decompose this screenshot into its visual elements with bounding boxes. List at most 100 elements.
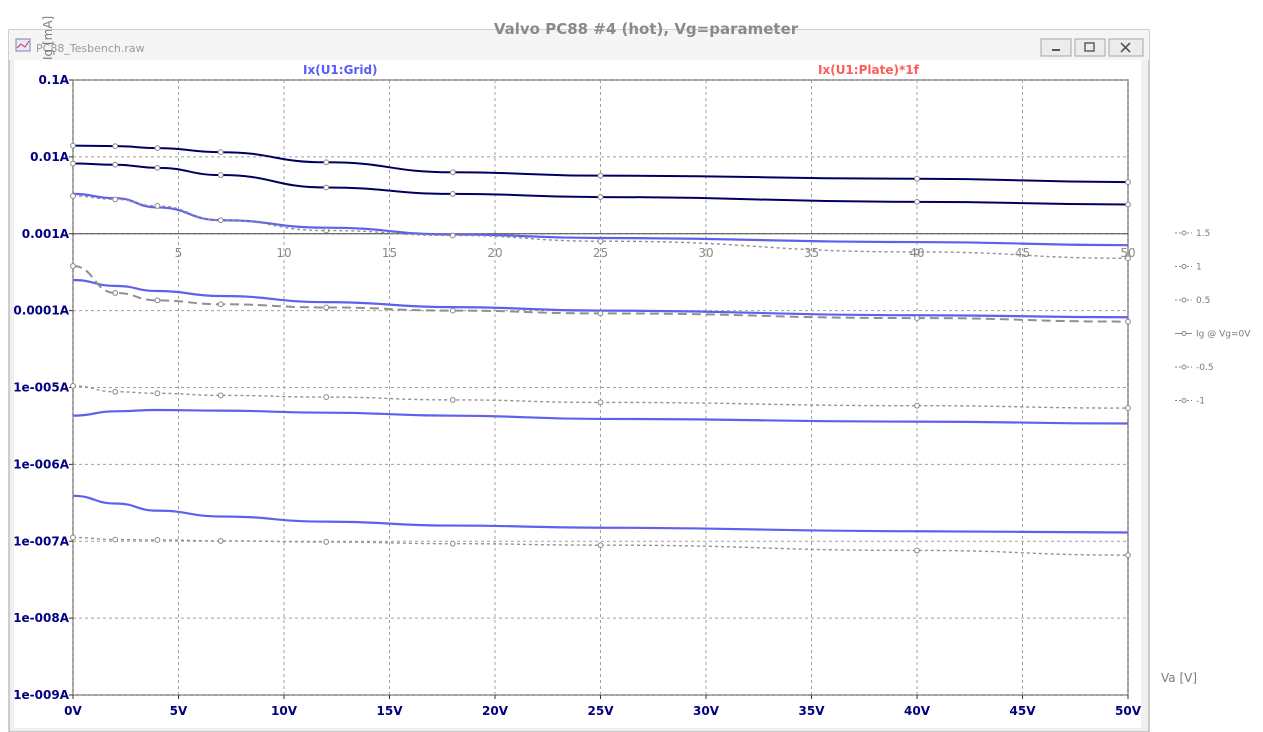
series-dotted xyxy=(70,534,1131,559)
data-point xyxy=(112,536,119,543)
data-point xyxy=(70,160,76,167)
data-point xyxy=(914,547,920,554)
legend-label: -0.5 xyxy=(1196,363,1214,373)
x-tick-labels: 0V 5V 10V 15V 20V 25V 30V 35V 40V 45V 50V xyxy=(64,695,1142,718)
overlay-x-tick-label: 35 xyxy=(804,246,819,260)
data-point xyxy=(154,537,161,543)
x-tick-label: 0V xyxy=(64,704,82,718)
legend: 1.5 1 0.5 Ig @ Vg=0V -0.5 -1 xyxy=(1175,229,1251,407)
legend-marker xyxy=(1181,331,1187,336)
series-line xyxy=(72,408,1129,425)
data-point xyxy=(914,175,920,182)
overlay-title: Valvo PC88 #4 (hot), Vg=parameter xyxy=(494,20,799,38)
series-blue xyxy=(72,494,1129,534)
overlay-x-tick-label: 50 xyxy=(1120,246,1135,260)
x-tick-label: 20V xyxy=(482,704,509,718)
x-tick-label: 30V xyxy=(693,704,720,718)
series-line xyxy=(72,536,1129,556)
data-point xyxy=(217,149,224,156)
series-dotted xyxy=(70,193,1131,262)
overlay-x-tick-label: 15 xyxy=(382,246,397,260)
series-line xyxy=(72,192,1129,247)
y-tick-label: 0.001A xyxy=(22,227,70,241)
x-tick-label: 50V xyxy=(1115,704,1142,718)
series-line xyxy=(72,385,1129,409)
data-point xyxy=(1125,552,1131,559)
overlay-x-tick-label: 40 xyxy=(909,246,924,260)
data-point xyxy=(154,390,161,397)
window-title: PC88_Tesbench.raw xyxy=(36,42,145,55)
x-tick-label: 5V xyxy=(170,704,188,718)
y-tick-label: 0.0001A xyxy=(13,304,69,318)
data-point xyxy=(154,297,161,304)
legend-label: 1.5 xyxy=(1196,229,1210,239)
data-point xyxy=(1125,255,1131,262)
restore-button[interactable] xyxy=(1074,38,1106,57)
legend-item: -1 xyxy=(1175,397,1205,407)
legend-marker xyxy=(1181,264,1187,269)
data-point xyxy=(914,402,920,409)
window-titlebar[interactable] xyxy=(9,30,1149,60)
data-point xyxy=(914,315,920,321)
y-tick-label: 0.01A xyxy=(30,150,70,164)
data-point xyxy=(323,227,330,234)
data-point xyxy=(1125,405,1131,411)
data-point xyxy=(597,542,604,549)
x-tick-label: 10V xyxy=(271,704,298,718)
overlay-x-tick-label: 5 xyxy=(175,246,183,260)
data-point xyxy=(1125,318,1131,325)
x-tick-label: 25V xyxy=(588,704,615,718)
data-point xyxy=(449,232,456,239)
data-point xyxy=(914,198,920,205)
legend-marker xyxy=(1181,230,1187,236)
trace-label-grid[interactable]: Ix(U1:Grid) xyxy=(303,63,378,77)
data-point xyxy=(597,310,604,317)
y-tick-label: 0.1A xyxy=(38,73,69,87)
minimize-icon xyxy=(1052,49,1060,51)
y-tick-label: 1e-005A xyxy=(13,381,70,395)
x-tick-label: 40V xyxy=(904,704,931,718)
data-point xyxy=(112,196,119,203)
window-app-icon xyxy=(15,38,31,52)
series-group xyxy=(70,142,1131,559)
data-point xyxy=(449,307,456,314)
y-tick-label: 1e-006A xyxy=(13,457,70,471)
series-line xyxy=(72,144,1129,184)
legend-label: 1 xyxy=(1196,263,1202,273)
y-tick-label: 1e-008A xyxy=(13,611,70,625)
grid xyxy=(72,79,1129,696)
data-point xyxy=(217,301,224,308)
data-point xyxy=(914,249,920,255)
overlay-x-tick-label: 25 xyxy=(593,246,608,260)
data-point xyxy=(70,263,76,269)
trace-label-plate[interactable]: Ix(U1:Plate)*1f xyxy=(818,63,920,77)
series-dotted xyxy=(70,382,1131,411)
data-point xyxy=(449,540,456,547)
series-line xyxy=(72,265,1129,323)
data-point xyxy=(597,194,604,200)
series-line xyxy=(72,494,1129,534)
minimize-button[interactable] xyxy=(1040,38,1072,57)
data-point xyxy=(154,203,161,209)
data-point xyxy=(597,399,604,406)
legend-marker xyxy=(1181,297,1187,303)
close-icon xyxy=(1120,42,1131,53)
overlay-x-tick-label: 30 xyxy=(698,246,713,260)
data-point xyxy=(112,143,119,150)
legend-label: -1 xyxy=(1196,397,1205,407)
data-point xyxy=(70,142,76,149)
series-dark xyxy=(70,160,1131,208)
overlay-y-label: Ig [mA] xyxy=(41,16,55,60)
y-tick-label: 1e-009A xyxy=(13,688,70,702)
close-button[interactable] xyxy=(1108,38,1144,57)
series-dashed xyxy=(70,263,1131,325)
legend-label: 0.5 xyxy=(1196,296,1210,306)
legend-label: Ig @ Vg=0V xyxy=(1196,330,1251,340)
data-point xyxy=(1125,201,1131,208)
data-point xyxy=(449,396,456,403)
data-point xyxy=(70,534,76,541)
data-point xyxy=(449,169,456,176)
data-point xyxy=(323,394,330,401)
data-point xyxy=(112,388,119,395)
data-point xyxy=(217,392,224,399)
